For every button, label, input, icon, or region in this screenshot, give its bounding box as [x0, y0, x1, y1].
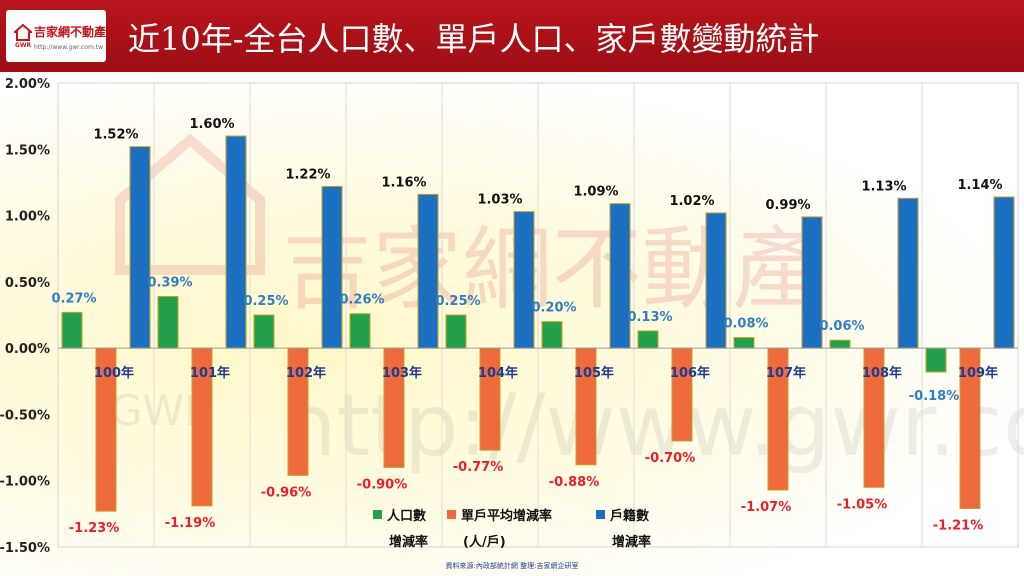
legend-label: 增減率: [389, 534, 428, 550]
house-logo-icon: [14, 24, 32, 41]
y-tick-label: -1.50%: [0, 541, 50, 556]
legend-label: (人/戶): [463, 534, 506, 550]
data-label: 1.02%: [669, 194, 714, 209]
watermark-name: 吉家網不動產: [282, 217, 822, 322]
bar: [829, 339, 851, 349]
y-tick-label: 0.00%: [5, 342, 50, 357]
data-label: 0.13%: [627, 310, 672, 325]
y-tick-label: 0.50%: [5, 276, 50, 291]
data-label: 0.25%: [243, 294, 288, 309]
bar: [253, 314, 275, 349]
data-label: -0.96%: [261, 485, 312, 500]
y-tick-label: 1.50%: [5, 143, 50, 158]
data-label: 0.20%: [531, 301, 576, 316]
bar: [897, 197, 919, 349]
watermark: 吉家網不動產 GWR http://www.gwr.com.tw: [110, 133, 1024, 476]
data-label: 1.03%: [477, 193, 522, 208]
data-label: 0.39%: [147, 275, 192, 290]
data-label: -1.07%: [741, 500, 792, 515]
legend-swatch: [447, 510, 456, 519]
y-tick-label: 2.00%: [5, 77, 50, 92]
data-label: 0.06%: [819, 319, 864, 334]
bar: [157, 295, 179, 349]
x-tick-label: 106年: [670, 365, 710, 381]
source-note: 資料來源:內政部統計網 整理:吉家網企研室: [445, 562, 579, 570]
logo-text: 吉家網不動產: [34, 25, 107, 39]
x-tick-label: 105年: [574, 365, 614, 381]
legend-label: 增減率: [612, 534, 651, 550]
header-bar: 吉家網不動產 GWR http://www.gwr.com.tw 近10年-全台…: [0, 0, 1024, 72]
data-label: 0.26%: [339, 293, 384, 308]
x-tick-label: 100年: [94, 365, 134, 381]
data-label: 1.13%: [861, 179, 906, 194]
data-label: -0.70%: [645, 451, 696, 466]
x-tick-label: 104年: [478, 365, 518, 381]
bar: [993, 196, 1015, 349]
legend-swatch: [373, 510, 382, 519]
page-title: 近10年-全台人口數、單戶人口、家戶數變動統計: [128, 20, 820, 58]
bar: [417, 193, 439, 349]
bar: [321, 185, 343, 349]
x-tick-label: 108年: [862, 365, 902, 381]
x-tick-label: 103年: [382, 365, 422, 381]
watermark-house-icon: [115, 133, 265, 275]
data-label: 0.99%: [765, 198, 810, 213]
bar: [541, 321, 563, 349]
logo-url: http://www.gwr.com.tw: [34, 44, 103, 51]
y-tick-label: -0.50%: [0, 408, 50, 423]
bar: [349, 313, 371, 349]
bar: [609, 203, 631, 349]
data-label: -0.90%: [357, 477, 408, 492]
bar: [445, 314, 467, 349]
x-tick-label: 109年: [958, 365, 998, 381]
data-label: 1.60%: [189, 117, 234, 132]
legend-swatch: [596, 510, 605, 519]
data-labels: 0.27% -1.23% 1.52% 0.39% -1.19% 1.60% 0.25% -0.…: [51, 117, 1002, 536]
axes: 2.00% 1.50% 1.00% 0.50% 0.00% -0.50% -1.00% -1.…: [0, 77, 1018, 556]
data-label: 0.25%: [435, 294, 480, 309]
bar: [733, 337, 755, 349]
x-tick-label: 102年: [286, 365, 326, 381]
bar: [129, 146, 151, 349]
data-label: 1.52%: [93, 128, 138, 143]
data-label: 1.16%: [381, 175, 426, 190]
bar: [61, 311, 83, 349]
data-label: -0.77%: [453, 460, 504, 475]
data-label: 1.22%: [285, 167, 330, 182]
legend-label: 單戶平均增減率: [461, 508, 552, 524]
x-tick-label: 107年: [766, 365, 806, 381]
data-label: -1.19%: [165, 516, 216, 531]
watermark-url: http://www.gwr.com.tw: [282, 376, 1024, 476]
data-label: 1.14%: [957, 178, 1002, 193]
y-tick-label: 1.00%: [5, 210, 50, 225]
data-label: 0.27%: [51, 291, 96, 306]
bar: [479, 347, 501, 451]
data-label: 0.08%: [723, 317, 768, 332]
bar: [513, 211, 535, 349]
legend-label: 人口數: [387, 508, 426, 524]
data-label: 1.09%: [573, 185, 618, 200]
data-label: -1.05%: [837, 497, 888, 512]
legend-label: 戶籍數: [610, 508, 649, 524]
y-tick-label: -1.00%: [0, 475, 50, 490]
bar: [671, 347, 693, 442]
data-label: -0.88%: [549, 475, 600, 490]
logo-abbr: GWR: [15, 42, 32, 49]
bar: [225, 135, 247, 349]
bar: [925, 347, 947, 373]
data-label: -1.23%: [69, 521, 120, 536]
data-label: -1.21%: [933, 519, 984, 534]
bar: [637, 330, 659, 349]
x-tick-label: 101年: [190, 365, 230, 381]
grid: [57, 82, 1019, 548]
logo: 吉家網不動產 GWR http://www.gwr.com.tw: [6, 10, 106, 62]
data-label: -0.18%: [909, 389, 960, 404]
